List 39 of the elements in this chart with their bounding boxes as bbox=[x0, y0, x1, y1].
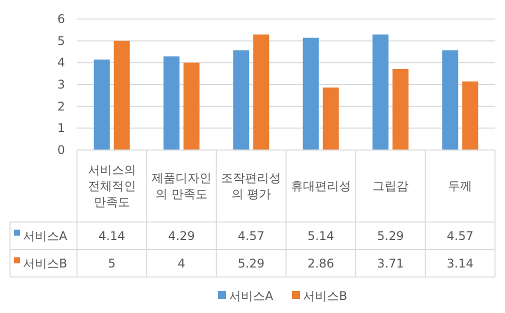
bar bbox=[322, 88, 339, 150]
bar bbox=[442, 50, 458, 150]
y-tick-label: 2 bbox=[57, 99, 65, 114]
data-label: 5.14 bbox=[307, 228, 334, 243]
y-tick-label: 5 bbox=[57, 34, 65, 48]
x-tick-label: 제품디자인의 만족도 bbox=[152, 171, 212, 201]
legend-label: 서비스A bbox=[23, 228, 68, 243]
bar bbox=[372, 34, 388, 150]
x-tick-label: 휴대편리성 bbox=[290, 179, 351, 193]
y-tick-label: 3 bbox=[57, 78, 65, 92]
bar bbox=[302, 38, 319, 150]
data-label: 5 bbox=[108, 256, 116, 270]
x-tick-label: 그립감 bbox=[372, 179, 408, 193]
bar bbox=[184, 62, 200, 150]
data-label: 5.29 bbox=[238, 256, 265, 270]
bar bbox=[114, 40, 130, 150]
y-tick-label: 0 bbox=[57, 143, 65, 157]
data-label: 2.86 bbox=[307, 256, 334, 270]
y-tick-label: 6 bbox=[57, 12, 65, 26]
x-tick-label: 두께 bbox=[448, 179, 472, 193]
bar bbox=[253, 34, 270, 150]
bar bbox=[392, 69, 408, 150]
data-label: 4.14 bbox=[98, 228, 126, 243]
bar bbox=[164, 56, 180, 150]
data-label: 4.29 bbox=[168, 228, 195, 243]
data-label: 3.71 bbox=[377, 256, 404, 270]
data-label: 4.57 bbox=[238, 228, 265, 243]
legend-label: 서비스B bbox=[23, 256, 68, 270]
bar bbox=[462, 81, 478, 150]
y-tick-label: 1 bbox=[57, 121, 65, 136]
bar bbox=[94, 60, 110, 150]
x-tick-label: 조작편리성의 평가 bbox=[221, 171, 282, 201]
data-label: 4.57 bbox=[446, 228, 474, 243]
bar bbox=[233, 50, 250, 150]
data-label: 4 bbox=[178, 256, 186, 270]
data-label: 3.14 bbox=[446, 256, 474, 270]
x-tick-label: 서비스의 전체적인 만족도 bbox=[88, 163, 136, 209]
y-tick-label: 4 bbox=[57, 56, 65, 70]
data-label: 5.29 bbox=[377, 228, 404, 243]
